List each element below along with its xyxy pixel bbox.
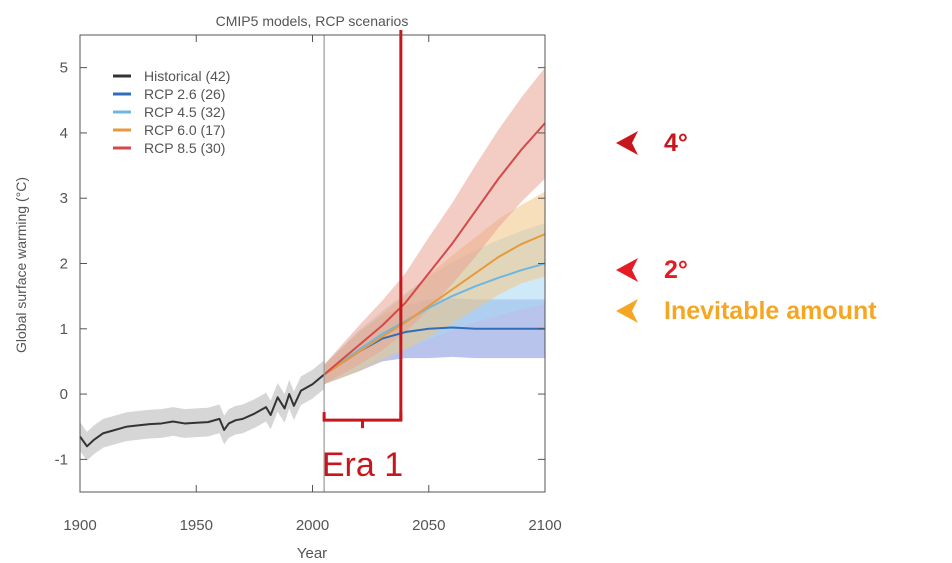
annotation-inevitable: Inevitable amount (610, 296, 877, 326)
x-tick-label: 2000 (296, 517, 329, 534)
era-annotations: Era 1 (322, 30, 403, 492)
legend-label: RCP 4.5 (32) (144, 104, 225, 120)
left-arrow-icon (616, 131, 638, 155)
legend-label: RCP 6.0 (17) (144, 122, 225, 138)
series-lines (79, 122, 546, 448)
y-tick-label: 0 (60, 386, 68, 403)
series-line-4 (323, 122, 546, 376)
legend-label: RCP 2.6 (26) (144, 86, 225, 102)
y-tick-label: -1 (55, 451, 68, 468)
annotation-label: 4° (664, 128, 688, 157)
y-axis-label: Global surface warming (°C) (13, 177, 29, 353)
series-line-2 (323, 262, 546, 376)
axes: -1 0 1 2 3 4 5 1900 1950 2000 2050 2100 (55, 35, 562, 534)
era-bracket (322, 412, 403, 422)
legend-label: Historical (42) (144, 68, 230, 84)
y-tick-label: 4 (60, 125, 68, 142)
era-label: Era 1 (322, 446, 403, 484)
x-tick-label: 1950 (180, 517, 213, 534)
left-arrow-icon (616, 299, 638, 323)
climate-chart: Era 1 -1 0 1 2 3 4 5 1900 1950 2000 2050 2100 Histo… (13, 13, 562, 562)
y-tick-label: 1 (60, 321, 68, 338)
y-tick-label: 2 (60, 256, 68, 273)
legend: Historical (42) RCP 2.6 (26) RCP 4.5 (32) R… (113, 68, 230, 156)
series-line-0 (79, 373, 325, 448)
chart-title: CMIP5 models, RCP scenarios (216, 13, 409, 29)
x-tick-label: 1900 (63, 517, 96, 534)
x-tick-label: 2100 (528, 517, 561, 534)
series-line-3 (323, 233, 546, 376)
y-tick-label: 5 (60, 60, 68, 77)
series-band-0 (80, 360, 325, 461)
annotation-label: 2° (664, 255, 688, 284)
left-arrow-icon (616, 258, 638, 282)
annotation-2-degrees: 2° (610, 255, 688, 285)
series-band-4 (324, 67, 545, 385)
annotation-4-degrees: 4° (610, 128, 688, 158)
legend-label: RCP 8.5 (30) (144, 140, 225, 156)
x-axis-label: Year (297, 545, 327, 562)
y-tick-label: 3 (60, 190, 68, 207)
x-tick-label: 2050 (412, 517, 445, 534)
annotation-label: Inevitable amount (664, 296, 877, 325)
